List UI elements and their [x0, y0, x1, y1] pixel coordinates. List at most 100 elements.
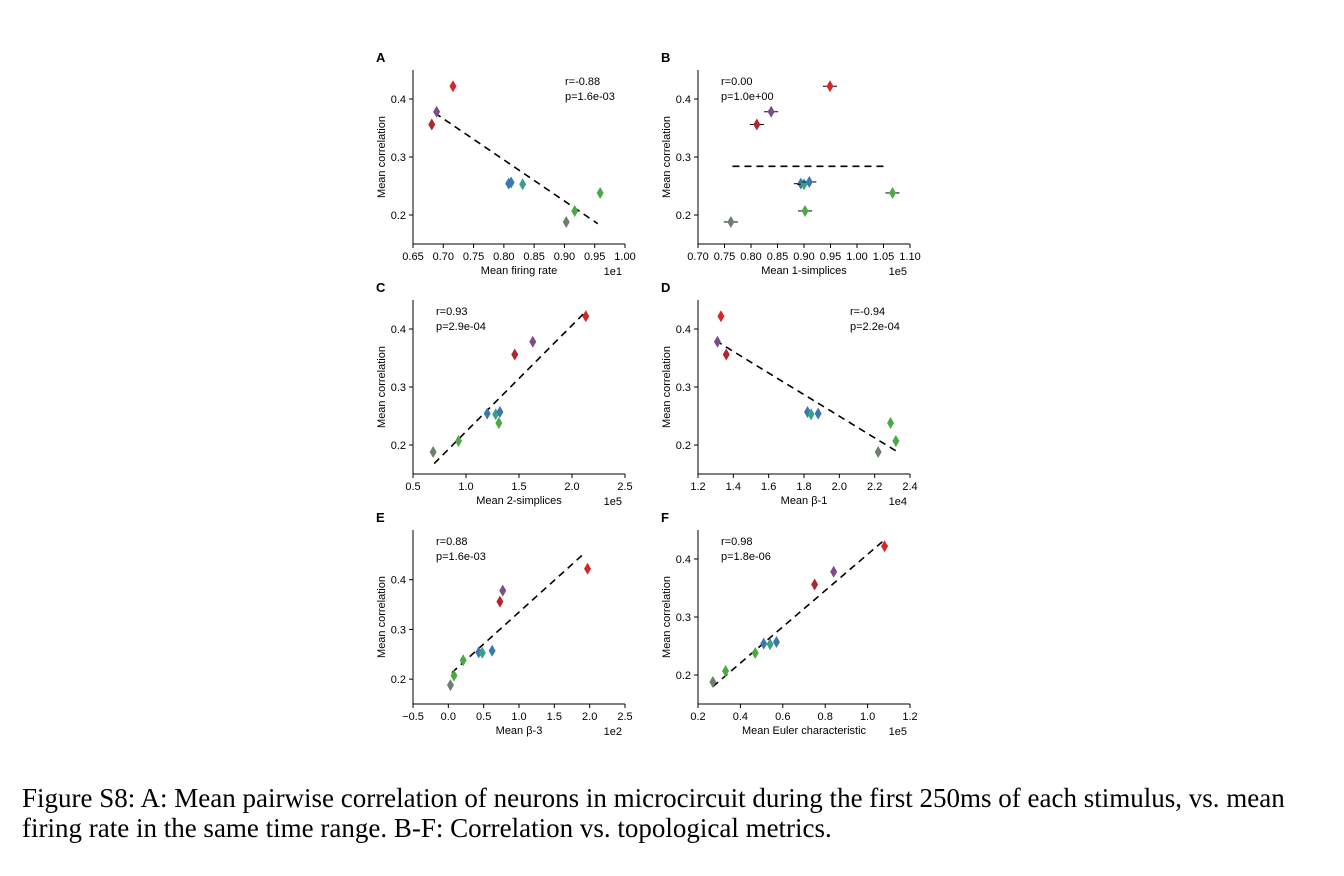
x-tick-label: 0.80: [740, 251, 761, 263]
x-axis-label: Mean β-1: [781, 495, 828, 507]
x-tick-label: 0.85: [523, 251, 544, 263]
x-axis-label: Mean firing rate: [481, 265, 557, 277]
panel-label: B: [661, 50, 670, 65]
x-tick-label: 0.5: [405, 481, 420, 493]
y-tick-label: 0.4: [391, 94, 406, 106]
stat-r: r=0.93: [436, 306, 468, 318]
x-axis-label: Mean 1-simplices: [761, 265, 847, 277]
panel-label: C: [376, 280, 386, 295]
x-axis-label: Mean β-3: [496, 725, 543, 737]
x-tick-label: 2.5: [617, 711, 632, 723]
y-axis-label: Mean correlation: [376, 116, 388, 198]
stat-p: p=2.9e-04: [436, 321, 486, 333]
y-tick-label: 0.2: [676, 670, 691, 682]
data-point: [499, 584, 507, 597]
x-tick-label: 0.75: [463, 251, 484, 263]
y-axis-label: Mean correlation: [661, 346, 673, 428]
x-axis-label: Mean 2-simplices: [476, 495, 562, 507]
stat-p: p=1.6e-03: [565, 91, 615, 103]
data-point: [709, 675, 717, 688]
x-tick-label: 0.8: [818, 711, 833, 723]
x-tick-label: 1.2: [690, 481, 705, 493]
panel-label: E: [376, 510, 385, 525]
data-point: [805, 175, 813, 188]
data-point: [889, 186, 897, 199]
x-scale-label: 1e5: [604, 496, 622, 508]
y-tick-label: 0.4: [391, 575, 406, 587]
x-tick-label: 0.90: [793, 251, 814, 263]
x-tick-label: 2.0: [564, 481, 579, 493]
data-point: [814, 407, 822, 420]
y-tick-label: 0.3: [391, 152, 406, 164]
data-point: [760, 637, 768, 650]
panel-d: D 1.2 1.4 1.6 1.8 2.0 2.2 2.4 0.2 0.3 0.4 Mean β-1 M…: [661, 280, 918, 508]
data-point: [507, 176, 515, 189]
x-tick-label: 0.75: [714, 251, 735, 263]
stat-p: p=1.6e-03: [436, 551, 486, 563]
y-axis-label: Mean correlation: [376, 346, 388, 428]
data-point: [562, 215, 570, 228]
x-tick-label: 2.0: [582, 711, 597, 723]
x-tick-label: −0.5: [402, 711, 424, 723]
data-point: [511, 348, 519, 361]
stat-r: r=0.00: [721, 76, 753, 88]
data-point: [428, 118, 436, 131]
stat-r: r=-0.94: [850, 306, 885, 318]
panel-label: D: [661, 280, 670, 295]
panel-b: B 0.70 0.75 0.80 0.85 0.90 0.95 1.00 1.05 1.10 0.2…: [661, 50, 921, 278]
y-tick-label: 0.3: [391, 382, 406, 394]
x-tick-label: 0.70: [687, 251, 708, 263]
stat-r: r=0.88: [436, 536, 468, 548]
data-point: [455, 434, 463, 447]
y-tick-label: 0.2: [391, 674, 406, 686]
data-point: [766, 638, 774, 651]
data-point: [495, 416, 503, 429]
x-tick-label: 0.70: [433, 251, 454, 263]
x-tick-label: 1.0: [860, 711, 875, 723]
data-point: [811, 578, 819, 591]
data-point: [717, 310, 725, 323]
x-scale-label: 1e4: [889, 496, 907, 508]
data-point: [446, 679, 454, 692]
data-point: [807, 408, 815, 421]
x-tick-label: 0.90: [554, 251, 575, 263]
data-point: [478, 646, 486, 659]
y-tick-label: 0.2: [391, 210, 406, 222]
stat-r: r=0.98: [721, 536, 753, 548]
data-point: [751, 646, 759, 659]
data-point: [433, 105, 441, 118]
x-tick-label: 0.95: [584, 251, 605, 263]
data-point: [596, 186, 604, 199]
x-tick-label: 1.0: [511, 711, 526, 723]
data-point: [753, 118, 761, 131]
x-tick-label: 1.2: [902, 711, 917, 723]
x-tick-label: 1.00: [614, 251, 635, 263]
data-point: [496, 595, 504, 608]
data-point: [826, 80, 834, 93]
stat-r: r=-0.88: [565, 76, 600, 88]
x-tick-label: 2.0: [832, 481, 847, 493]
x-tick-label: 1.10: [899, 251, 920, 263]
x-tick-label: 0.80: [493, 251, 514, 263]
y-axis-label: Mean correlation: [661, 576, 673, 658]
x-tick-label: 2.4: [902, 481, 917, 493]
panel-f: F 0.2 0.4 0.6 0.8 1.0 1.2 0.2 0.3 0.4 Mean Euler c…: [661, 510, 918, 738]
y-axis-label: Mean correlation: [376, 576, 388, 658]
x-tick-label: 1.8: [796, 481, 811, 493]
data-point: [450, 669, 458, 682]
data-point: [892, 434, 900, 447]
data-point: [429, 445, 437, 458]
data-point: [529, 335, 537, 348]
panel-c: C 0.5 1.0 1.5 2.0 2.5 0.2 0.3 0.4 Mean 2-simplice…: [376, 280, 633, 508]
data-point: [767, 105, 775, 118]
panel-a: A 0.65 0.70 0.75 0.80 0.85 0.90 0.95 1.00 0.2 0.3 0…: [376, 50, 636, 278]
data-point: [459, 654, 467, 667]
panel-label: F: [661, 510, 669, 525]
data-point: [887, 416, 895, 429]
data-point: [571, 204, 579, 217]
x-tick-label: 1.6: [761, 481, 776, 493]
data-point: [830, 565, 838, 578]
panel-e: E −0.5 0.0 0.5 1.0 1.5 2.0 2.5 0.2 0.3 0.4 Mean β-3…: [376, 510, 633, 738]
stat-p: p=1.0e+00: [721, 91, 774, 103]
fit-line: [712, 539, 886, 688]
